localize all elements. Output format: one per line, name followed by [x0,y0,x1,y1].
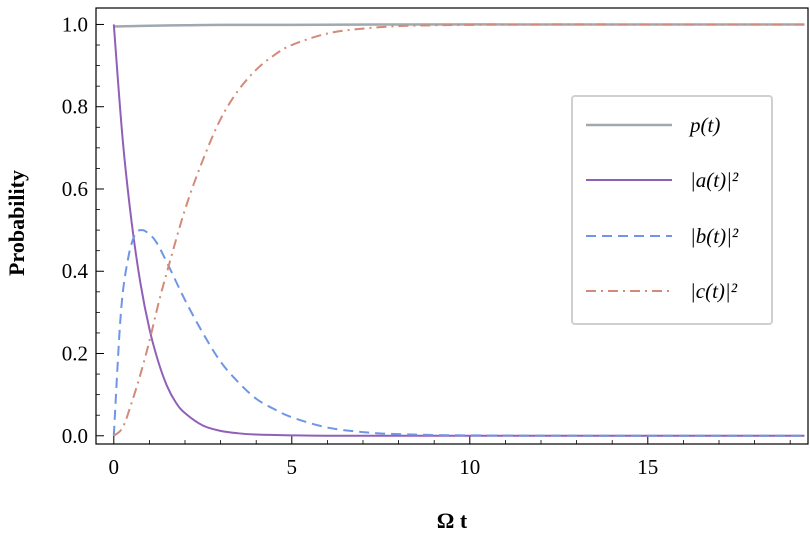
x-tick-label: 10 [459,455,480,479]
y-tick-label: 1.0 [62,12,88,36]
series-line-p [113,23,805,28]
y-tick-label: 0.2 [62,342,88,366]
legend-label-c: |c(t)|² [690,279,738,303]
legend-label-a: |a(t)|² [690,168,739,192]
y-tick-label: 0.4 [62,259,89,283]
x-tick-label: 0 [109,455,120,479]
series-line-c [113,23,805,437]
y-axis-title: Probability [4,170,29,276]
legend-label-b: |b(t)|² [690,224,739,248]
y-tick-label: 0.8 [62,95,88,119]
legend-label-p: p(t) [688,113,720,137]
legend: p(t) |a(t)|² |b(t)|² |c(t)|² [571,95,773,325]
x-axis-title: Ω t [437,508,468,533]
x-tick-label: 5 [287,455,298,479]
series-line-b [112,229,805,437]
y-tick-label: 0.0 [62,424,88,448]
plot-frame [95,7,809,445]
x-tick-label: 15 [637,455,658,479]
legend-box [571,95,773,325]
x-axis-ticks: 0 5 10 15 [109,436,791,479]
y-axis-ticks: 0.0 0.2 0.4 0.6 0.8 1.0 [62,12,104,448]
series-lines [112,23,805,437]
y-tick-label: 0.6 [62,177,88,201]
